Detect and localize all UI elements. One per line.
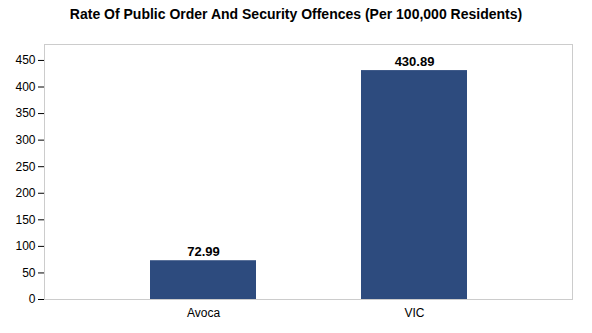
- svg-text:300: 300: [15, 133, 35, 147]
- svg-text:250: 250: [15, 160, 35, 174]
- svg-text:430.89: 430.89: [395, 54, 435, 69]
- svg-text:VIC: VIC: [404, 306, 424, 320]
- svg-text:72.99: 72.99: [187, 244, 220, 259]
- svg-text:150: 150: [15, 213, 35, 227]
- svg-text:200: 200: [15, 186, 35, 200]
- html-text:Rate Of Public Order And Secur: Rate Of Public Order And Security Offenc…: [69, 6, 523, 22]
- svg-text:100: 100: [15, 239, 35, 253]
- svg-text:400: 400: [15, 80, 35, 94]
- svg-text:350: 350: [15, 106, 35, 120]
- svg-text:Avoca: Avoca: [187, 306, 220, 320]
- svg-text:450: 450: [15, 53, 35, 67]
- svg-text:0: 0: [29, 292, 36, 306]
- svg-text:50: 50: [22, 266, 36, 280]
